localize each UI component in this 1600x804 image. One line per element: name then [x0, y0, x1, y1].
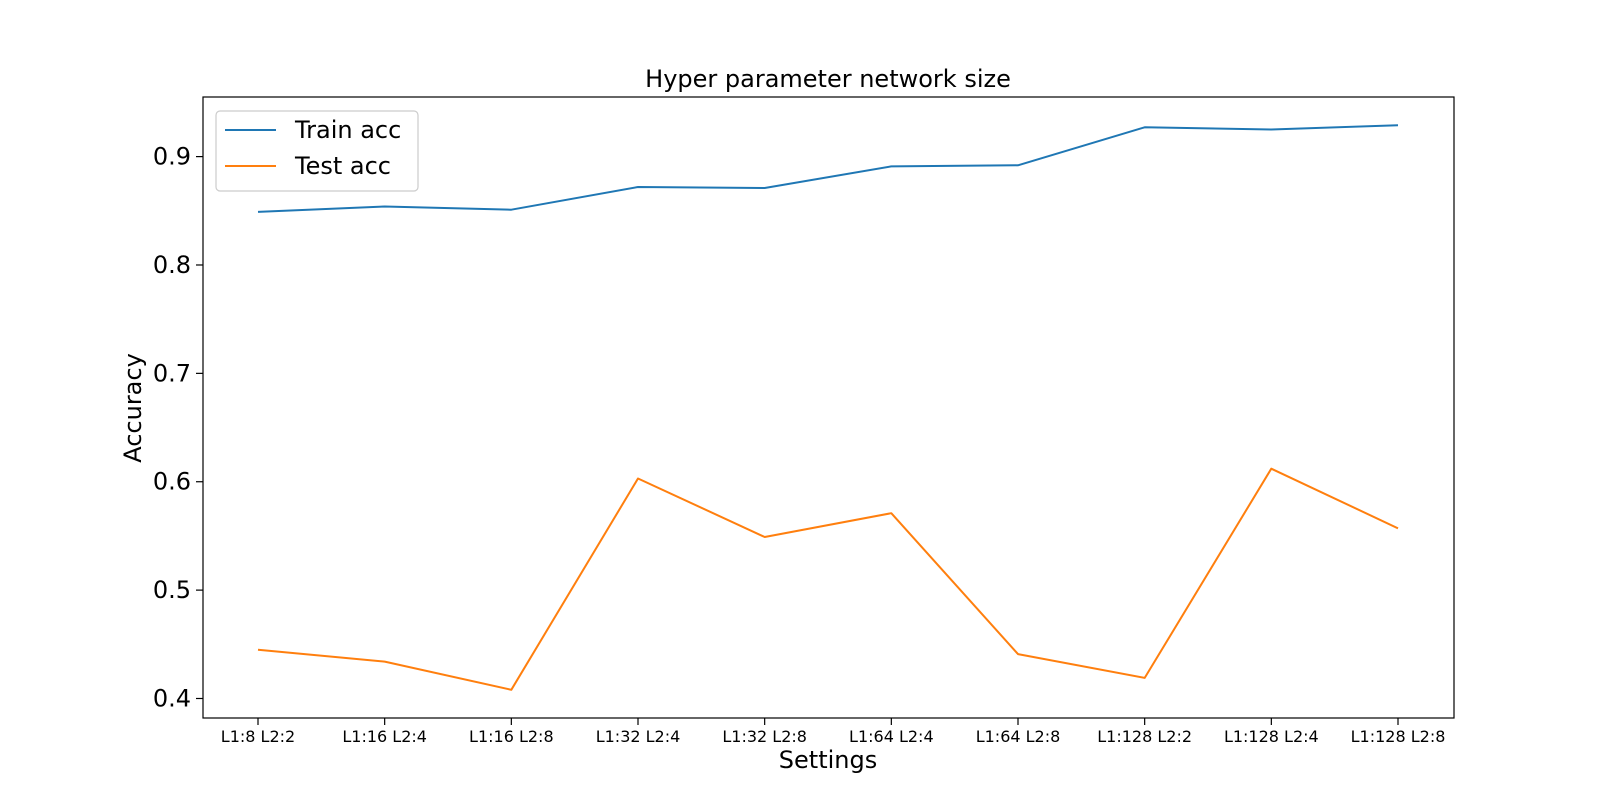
x-tick-label: L1:16 L2:4: [342, 727, 427, 746]
legend-items: Train acc Test acc: [225, 116, 401, 180]
x-tick-label: L1:16 L2:8: [469, 727, 554, 746]
x-tick-label: L1:32 L2:8: [722, 727, 807, 746]
data-point: [637, 477, 639, 479]
x-tick-label: L1:128 L2:8: [1351, 727, 1446, 746]
x-tick-label: L1:8 L2:2: [221, 727, 295, 746]
y-tick-label: 0.6: [153, 468, 191, 496]
x-tick-label: L1:64 L2:4: [849, 727, 934, 746]
x-tick-label: L1:64 L2:8: [976, 727, 1061, 746]
chart-title: Hyper parameter network size: [645, 65, 1011, 93]
data-point: [510, 209, 512, 211]
data-point: [1017, 164, 1019, 166]
data-point: [257, 211, 259, 213]
y-tick-label: 0.5: [153, 576, 191, 604]
data-point: [637, 186, 639, 188]
data-point: [764, 187, 766, 189]
x-tick-label: L1:128 L2:2: [1097, 727, 1192, 746]
data-point: [1397, 527, 1399, 529]
data-point: [890, 512, 892, 514]
series-lines: [257, 124, 1399, 691]
y-tick-label: 0.8: [153, 251, 191, 279]
data-point: [1270, 468, 1272, 470]
data-point: [1144, 126, 1146, 128]
data-point: [1397, 124, 1399, 126]
x-axis-label: Settings: [779, 746, 877, 774]
legend-label: Train acc: [294, 116, 401, 144]
y-tick-label: 0.9: [153, 143, 191, 171]
data-point: [764, 536, 766, 538]
data-point: [510, 689, 512, 691]
y-tick-label: 0.7: [153, 359, 191, 387]
y-axis-ticks: 0.4 0.5 0.6 0.7 0.8 0.9: [153, 143, 203, 712]
data-point: [384, 661, 386, 663]
x-axis-ticks: L1:8 L2:2 L1:16 L2:4 L1:16 L2:8 L1:32 L2:4 L…: [221, 718, 1446, 746]
data-point: [890, 165, 892, 167]
series-line-1: [257, 467, 1399, 691]
series-line-0: [257, 124, 1399, 213]
legend-label: Test acc: [294, 152, 391, 180]
legend: Train acc Test acc: [215, 110, 419, 192]
data-point: [257, 649, 259, 651]
data-point: [1270, 129, 1272, 131]
y-tick-label: 0.4: [153, 684, 191, 712]
data-point: [1017, 653, 1019, 655]
plot-area-frame: [202, 96, 1455, 719]
x-tick-label: L1:128 L2:4: [1224, 727, 1319, 746]
y-axis-label: Accuracy: [119, 353, 147, 463]
data-point: [384, 205, 386, 207]
data-point: [1144, 677, 1146, 679]
x-tick-label: L1:32 L2:4: [596, 727, 681, 746]
